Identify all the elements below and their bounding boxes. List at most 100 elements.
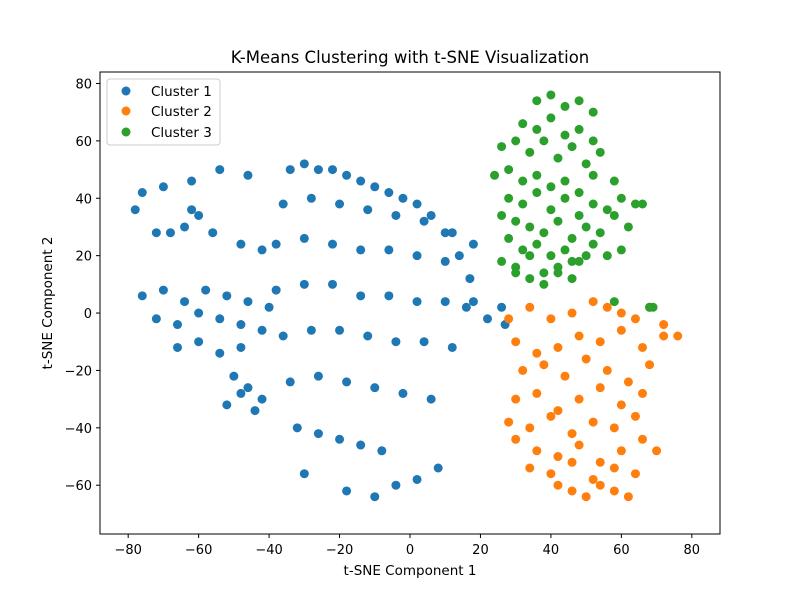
chart-title: K-Means Clustering with t-SNE Visualizat…: [231, 48, 590, 67]
point-cluster-1: [412, 474, 422, 484]
point-cluster-1: [363, 205, 373, 215]
point-cluster-2: [553, 406, 563, 416]
y-tick-label: 20: [75, 250, 92, 265]
point-cluster-1: [426, 394, 436, 404]
point-cluster-1: [215, 314, 225, 324]
point-cluster-2: [553, 452, 563, 462]
point-cluster-3: [616, 245, 626, 255]
point-cluster-2: [630, 411, 640, 421]
point-cluster-2: [574, 440, 584, 450]
point-cluster-3: [588, 199, 598, 209]
point-cluster-1: [201, 285, 211, 295]
point-cluster-1: [257, 245, 267, 255]
point-cluster-3: [581, 222, 591, 232]
point-cluster-1: [243, 297, 253, 307]
point-cluster-1: [130, 205, 140, 215]
point-cluster-3: [504, 233, 514, 243]
point-cluster-2: [511, 337, 521, 347]
point-cluster-1: [313, 165, 323, 175]
point-cluster-2: [630, 314, 640, 324]
point-cluster-3: [497, 142, 507, 152]
y-tick-label: 40: [75, 192, 92, 207]
point-cluster-2: [511, 394, 521, 404]
point-cluster-2: [574, 394, 584, 404]
point-cluster-1: [433, 463, 443, 473]
y-tick-label: −40: [65, 422, 92, 437]
point-cluster-1: [250, 406, 260, 416]
x-axis-ticks: −80 −60 −40 −20 0 20 40 60 80: [114, 534, 700, 558]
point-cluster-1: [391, 337, 401, 347]
point-cluster-1: [278, 331, 288, 341]
point-cluster-1: [292, 423, 302, 433]
point-cluster-1: [215, 165, 225, 175]
point-cluster-1: [384, 291, 394, 301]
series-cluster-3: [490, 90, 658, 312]
point-cluster-2: [602, 302, 612, 312]
point-cluster-3: [525, 274, 535, 284]
point-cluster-1: [187, 205, 197, 215]
point-cluster-1: [299, 233, 309, 243]
point-cluster-1: [173, 342, 182, 352]
point-cluster-1: [370, 383, 380, 393]
point-cluster-1: [419, 337, 429, 347]
point-cluster-1: [391, 210, 401, 220]
point-cluster-1: [335, 434, 345, 444]
point-cluster-2: [567, 486, 577, 496]
point-cluster-1: [342, 377, 352, 387]
x-tick-label: 40: [543, 543, 560, 558]
point-cluster-1: [187, 176, 197, 186]
point-cluster-3: [560, 176, 570, 186]
series-cluster-1: [130, 159, 510, 502]
series-cluster-2: [504, 297, 683, 502]
y-axis-label: t-SNE Component 2: [40, 237, 56, 370]
point-cluster-1: [412, 251, 422, 261]
point-cluster-3: [581, 159, 591, 169]
point-cluster-2: [616, 325, 626, 335]
point-cluster-2: [638, 434, 647, 444]
point-cluster-2: [588, 474, 598, 484]
point-cluster-3: [560, 245, 570, 255]
point-cluster-1: [356, 176, 366, 186]
point-cluster-1: [180, 222, 190, 232]
legend: Cluster 1 Cluster 2 Cluster 3: [106, 78, 221, 146]
point-cluster-3: [581, 251, 591, 261]
point-cluster-3: [511, 216, 521, 226]
point-cluster-2: [546, 469, 556, 479]
point-cluster-2: [595, 383, 605, 393]
point-cluster-1: [158, 285, 168, 295]
point-cluster-1: [440, 256, 450, 266]
point-cluster-3: [525, 251, 535, 261]
point-cluster-3: [490, 170, 500, 180]
point-cluster-3: [532, 170, 542, 180]
point-cluster-2: [609, 463, 619, 473]
point-cluster-1: [306, 193, 316, 203]
point-cluster-3: [546, 251, 556, 261]
y-tick-label: −60: [65, 479, 92, 494]
point-cluster-1: [328, 165, 337, 175]
point-cluster-1: [377, 446, 387, 456]
point-cluster-2: [609, 486, 619, 496]
point-cluster-1: [271, 239, 281, 249]
point-cluster-2: [623, 377, 633, 387]
point-cluster-3: [518, 199, 528, 209]
point-cluster-2: [638, 388, 647, 398]
point-cluster-2: [616, 308, 626, 318]
point-cluster-3: [511, 136, 521, 146]
point-cluster-1: [342, 170, 352, 180]
point-cluster-1: [299, 159, 309, 169]
x-tick-label: 20: [472, 543, 489, 558]
point-cluster-1: [483, 314, 492, 324]
point-cluster-3: [560, 193, 570, 203]
point-cluster-1: [299, 469, 309, 479]
point-cluster-1: [342, 486, 352, 496]
point-cluster-1: [236, 388, 246, 398]
point-cluster-2: [659, 320, 669, 330]
point-cluster-3: [504, 165, 514, 175]
point-cluster-1: [243, 170, 253, 180]
point-cluster-3: [518, 245, 528, 255]
legend-label-cluster-3: Cluster 3: [151, 125, 212, 141]
point-cluster-1: [299, 279, 309, 289]
point-cluster-3: [539, 268, 549, 278]
point-cluster-1: [257, 394, 267, 404]
point-cluster-2: [553, 342, 563, 352]
